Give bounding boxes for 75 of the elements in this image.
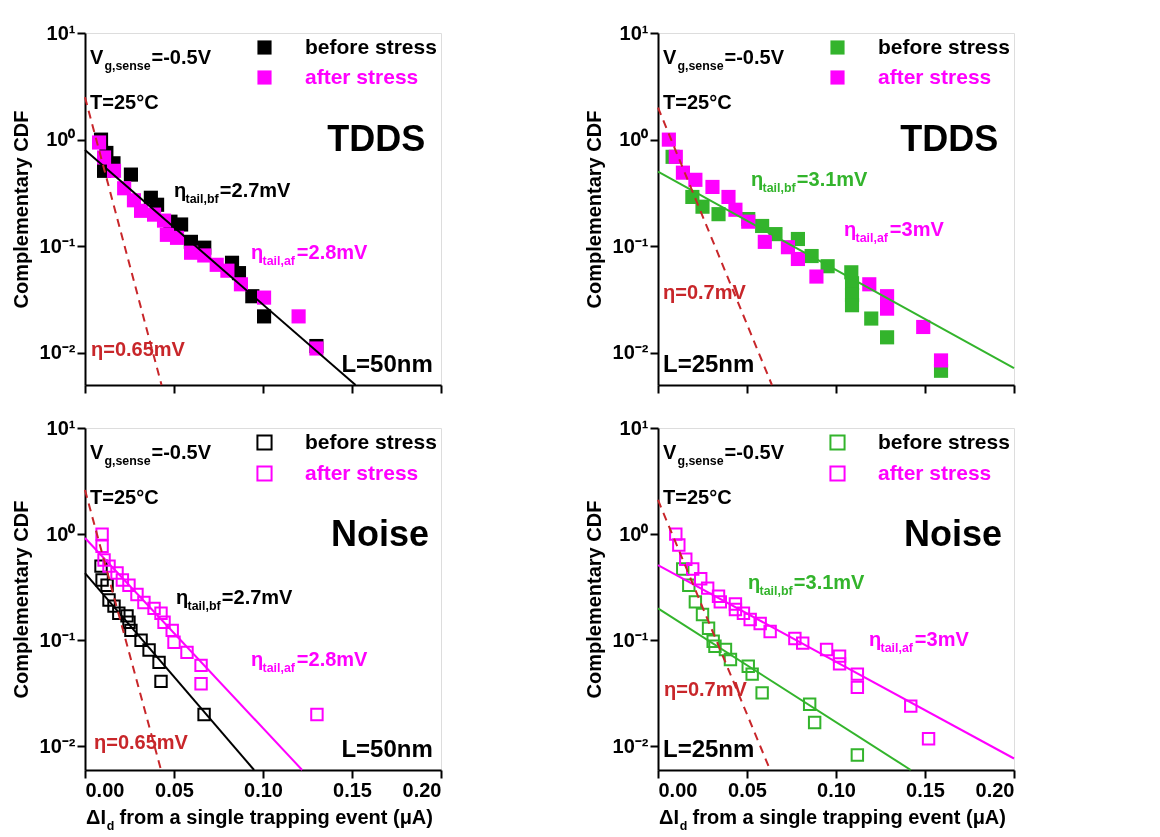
annotation: T=25°C xyxy=(90,91,159,113)
annotation: η=0.7mV xyxy=(664,678,748,700)
annotation: L=25nm xyxy=(663,350,755,377)
annotation: TDDS xyxy=(900,118,999,159)
y-axis-title: Complementary CDF xyxy=(9,110,32,309)
point xyxy=(790,251,805,267)
point xyxy=(705,179,720,195)
point xyxy=(291,309,306,324)
annotation: Noise xyxy=(330,513,429,554)
annotation: T=25°C xyxy=(663,91,732,113)
legend-label: before stress xyxy=(878,429,1010,453)
legend-label: before stress xyxy=(305,34,437,58)
point xyxy=(123,167,138,182)
annotation: TDDS xyxy=(327,118,426,159)
annotation: T=25°C xyxy=(663,486,732,508)
point xyxy=(695,199,710,214)
y-tick-label: 10¹ xyxy=(619,416,649,439)
annotation: Noise xyxy=(903,513,1002,554)
y-tick-label: 10⁰ xyxy=(46,128,76,151)
point xyxy=(844,298,860,313)
annotation: T=25°C xyxy=(90,486,159,508)
annotation: L=50nm xyxy=(341,350,433,377)
point xyxy=(864,311,879,326)
x-tick-label: 0.10 xyxy=(817,778,856,801)
y-tick-label: 10⁻² xyxy=(612,341,649,364)
point xyxy=(174,217,189,232)
annotation: L=50nm xyxy=(341,735,433,762)
x-tick-label: 0.00 xyxy=(658,778,698,801)
point xyxy=(184,245,199,260)
y-tick-label: 10¹ xyxy=(46,21,76,44)
y-tick-label: 10⁻² xyxy=(612,734,649,757)
point xyxy=(169,230,185,245)
point xyxy=(916,319,931,335)
point xyxy=(880,330,895,345)
y-tick-label: 10⁻² xyxy=(39,734,76,757)
point xyxy=(721,189,736,205)
legend-label: after stress xyxy=(305,460,419,484)
y-tick-label: 10⁻¹ xyxy=(612,234,649,257)
legend-label: after stress xyxy=(305,64,419,88)
y-axis-title: Complementary CDF xyxy=(9,500,32,699)
annotation: η=0.65mV xyxy=(94,731,189,753)
point xyxy=(257,309,272,324)
point xyxy=(134,203,149,218)
point xyxy=(809,269,824,284)
x-tick-label: 0.15 xyxy=(333,778,372,801)
legend-label: after stress xyxy=(878,64,992,88)
point xyxy=(880,301,895,316)
y-axis-title: Complementary CDF xyxy=(582,110,605,309)
legend-label: before stress xyxy=(878,34,1010,58)
annotation: η=0.7mV xyxy=(663,281,747,303)
y-axis-title: Complementary CDF xyxy=(582,500,605,699)
point xyxy=(711,207,726,222)
x-tick-label: 0.20 xyxy=(975,778,1015,801)
x-tick-label: 0.15 xyxy=(906,778,945,801)
y-tick-label: 10⁻¹ xyxy=(39,234,76,257)
x-tick-label: 0.05 xyxy=(728,778,767,801)
annotation: η=0.65mV xyxy=(91,338,186,360)
x-tick-label: 0.05 xyxy=(155,778,194,801)
legend-label: after stress xyxy=(878,460,992,484)
y-tick-label: 10⁰ xyxy=(619,128,649,151)
y-tick-label: 10⁻¹ xyxy=(612,628,649,651)
point xyxy=(933,353,949,368)
annotation: L=25nm xyxy=(663,735,755,762)
y-tick-label: 10⁰ xyxy=(619,522,649,545)
legend-label: before stress xyxy=(305,429,437,453)
y-tick-label: 10⁻¹ xyxy=(39,628,76,651)
x-tick-label: 0.20 xyxy=(402,778,442,801)
point xyxy=(688,172,703,187)
point xyxy=(757,234,772,249)
y-tick-label: 10⁻² xyxy=(39,341,76,364)
y-tick-label: 10⁰ xyxy=(46,522,76,545)
x-tick-label: 0.10 xyxy=(244,778,283,801)
y-tick-label: 10¹ xyxy=(619,21,649,44)
y-tick-label: 10¹ xyxy=(46,416,76,439)
x-tick-label: 0.00 xyxy=(85,778,125,801)
